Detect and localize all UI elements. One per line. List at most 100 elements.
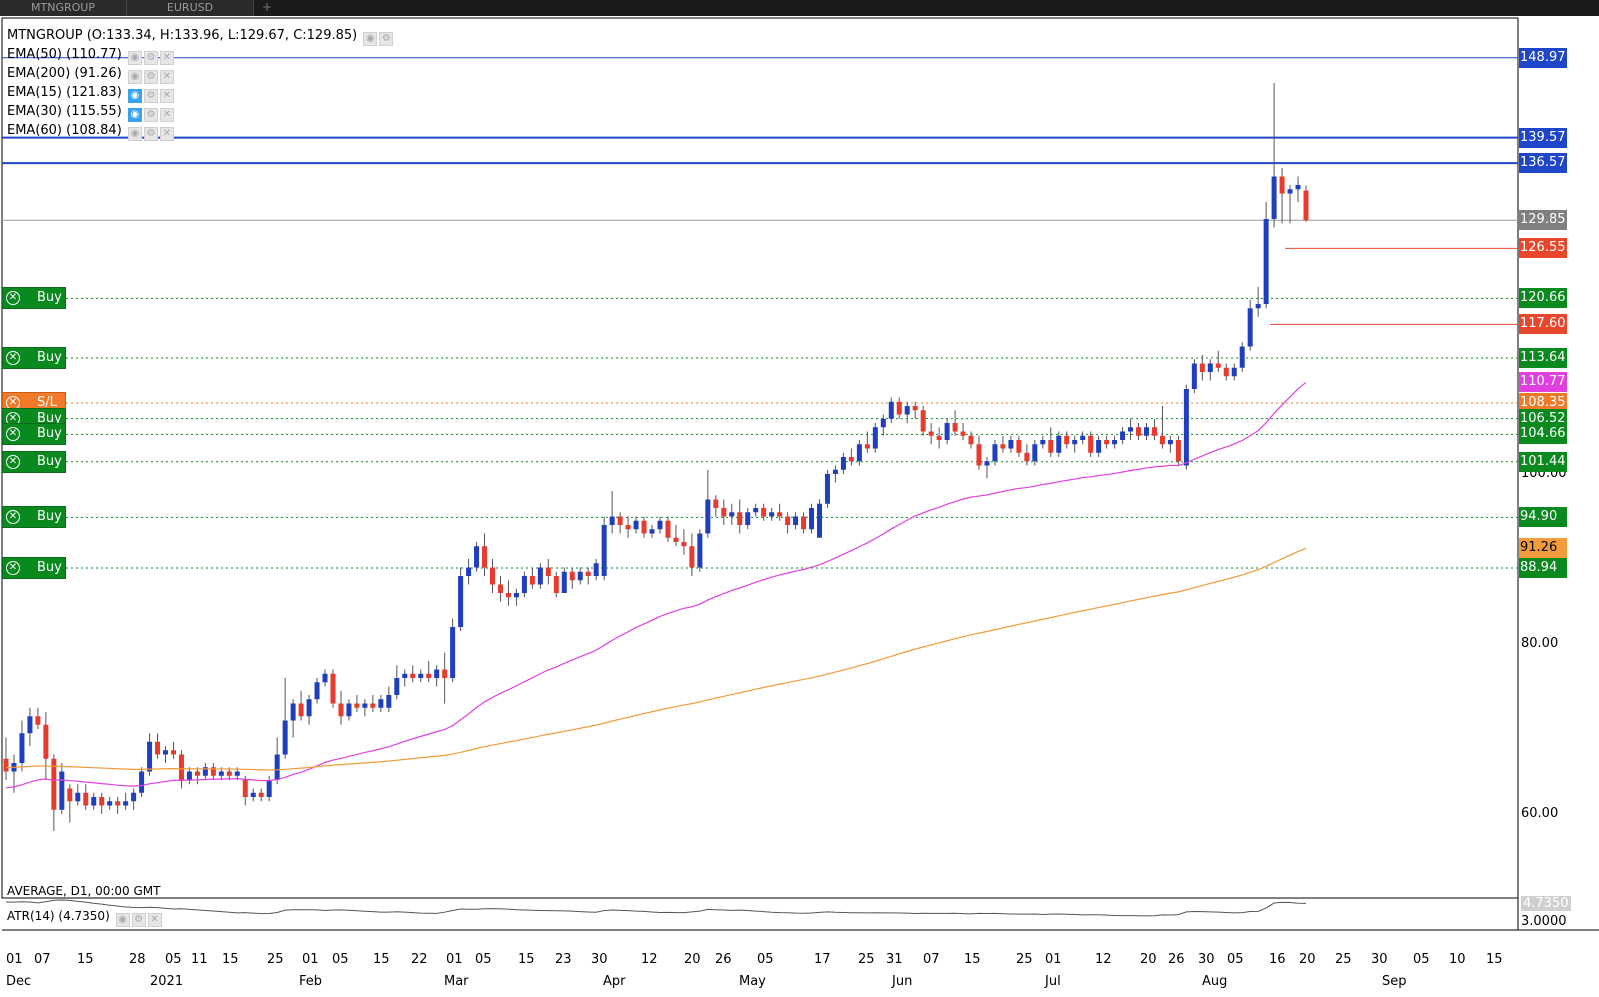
candle-body: [1167, 440, 1173, 445]
close-icon[interactable]: ✕: [159, 127, 174, 141]
time-axis-tick: 01: [446, 952, 463, 967]
close-order-icon[interactable]: ✕: [6, 510, 20, 525]
ema50-label: EMA(50) (110.77): [7, 47, 122, 62]
legend-ema60: EMA(60) (108.84) ◉ ⚙ ✕: [7, 123, 174, 141]
candle-body: [1064, 435, 1070, 445]
candle-body: [234, 771, 240, 776]
candle-body: [1303, 190, 1309, 221]
candle-body: [306, 699, 312, 717]
eye-icon[interactable]: ◉: [115, 913, 130, 927]
candle-body: [1279, 176, 1285, 194]
ohlc-legend: MTNGROUP (O:133.34, H:133.96, L:129.67, …: [7, 28, 394, 46]
price-axis-label: 80.00: [1521, 636, 1559, 651]
candle-body: [458, 576, 464, 627]
price-tag: 139.57: [1519, 127, 1567, 148]
time-axis-tick: 31: [886, 952, 903, 967]
buy-order[interactable]: ✕ Buy: [2, 347, 66, 370]
gear-icon[interactable]: ⚙: [143, 127, 158, 141]
candle-body: [91, 797, 97, 806]
candle-body: [1223, 367, 1229, 377]
eye-icon[interactable]: ◉: [127, 127, 142, 141]
candle-body: [809, 508, 815, 530]
tab-eurusd[interactable]: EURUSD: [127, 0, 254, 16]
candle-body: [1032, 444, 1038, 462]
time-axis-tick: 15: [518, 952, 535, 967]
candle-body: [1000, 444, 1006, 449]
buy-order[interactable]: ✕ Buy: [2, 450, 66, 473]
close-icon[interactable]: ✕: [159, 108, 174, 122]
price-tag: 129.85: [1519, 210, 1567, 231]
order-label: Buy: [37, 560, 62, 575]
close-order-icon[interactable]: ✕: [6, 291, 20, 306]
time-axis-tick: 05: [1413, 952, 1430, 967]
gear-icon[interactable]: ⚙: [131, 913, 146, 927]
time-axis-month: Mar: [444, 974, 469, 989]
candle-body: [466, 567, 472, 576]
close-icon[interactable]: ✕: [159, 51, 174, 65]
gear-icon[interactable]: ⚙: [143, 89, 158, 103]
atr-legend: ATR(14) (4.7350) ◉ ⚙ ✕: [7, 909, 162, 927]
close-order-icon[interactable]: ✕: [6, 454, 20, 469]
candle-body: [394, 678, 400, 695]
price-tag: 110.77: [1519, 372, 1567, 393]
candle-body: [139, 771, 145, 793]
candle-body: [402, 673, 408, 678]
eye-icon[interactable]: ◉: [363, 32, 378, 46]
close-order-icon[interactable]: ✕: [6, 427, 20, 442]
candle-body: [1072, 440, 1078, 445]
buy-order[interactable]: ✕ Buy: [2, 423, 66, 446]
candle-body: [1231, 367, 1237, 377]
close-order-icon[interactable]: ✕: [6, 351, 20, 366]
eye-icon[interactable]: ◉: [127, 108, 142, 122]
average-label: AVERAGE, D1, 00:00 GMT: [7, 884, 161, 898]
time-axis-tick: 05: [1227, 952, 1244, 967]
close-icon[interactable]: ✕: [147, 913, 162, 927]
time-axis-tick: 20: [684, 952, 701, 967]
close-icon[interactable]: ✕: [159, 70, 174, 84]
time-axis-tick: 25: [858, 952, 875, 967]
buy-order[interactable]: ✕ Buy: [2, 506, 66, 529]
eye-icon[interactable]: ◉: [127, 51, 142, 65]
candle-body: [218, 771, 224, 776]
price-chart-canvas[interactable]: [0, 16, 1599, 993]
eye-icon[interactable]: ◉: [127, 89, 142, 103]
tab-mtngroup[interactable]: MTNGROUP: [0, 0, 127, 16]
time-axis-tick: 30: [591, 952, 608, 967]
order-label: Buy: [37, 350, 62, 366]
buy-order[interactable]: ✕ Buy: [2, 287, 66, 310]
candle-body: [1112, 440, 1118, 445]
buy-order[interactable]: ✕ Buy: [2, 557, 66, 579]
candle-body: [27, 716, 33, 734]
chart-area[interactable]: MTNGROUP (O:133.34, H:133.96, L:129.67, …: [0, 16, 1599, 993]
close-icon[interactable]: ✕: [159, 89, 174, 103]
eye-icon[interactable]: ◉: [127, 70, 142, 84]
time-axis-tick: 22: [411, 952, 428, 967]
add-tab-icon[interactable]: +: [262, 0, 273, 14]
time-axis-month: Jun: [892, 974, 913, 989]
candle-body: [226, 771, 232, 776]
candle-body: [1040, 440, 1046, 445]
candle-body: [115, 801, 121, 806]
candle-body: [1263, 219, 1269, 304]
candle-body: [992, 444, 998, 462]
candle-body: [896, 401, 902, 415]
gear-icon[interactable]: ⚙: [143, 70, 158, 84]
ema-50-line: [5, 381, 1307, 789]
candle-body: [1159, 435, 1165, 445]
candle-body: [3, 758, 9, 772]
candle-body: [1151, 427, 1157, 436]
gear-icon[interactable]: ⚙: [379, 32, 394, 46]
candle-body: [338, 703, 344, 717]
candle-body: [872, 427, 878, 449]
gear-icon[interactable]: ⚙: [143, 51, 158, 65]
candle-body: [832, 469, 838, 474]
time-axis-tick: 12: [1095, 952, 1112, 967]
candle-body: [131, 792, 137, 802]
candle-body: [298, 703, 304, 717]
candle-body: [43, 724, 49, 759]
close-order-icon[interactable]: ✕: [6, 561, 20, 575]
gear-icon[interactable]: ⚙: [143, 108, 158, 122]
candle-body: [1104, 440, 1110, 445]
candle-body: [793, 516, 799, 525]
candle-body: [1056, 435, 1062, 453]
